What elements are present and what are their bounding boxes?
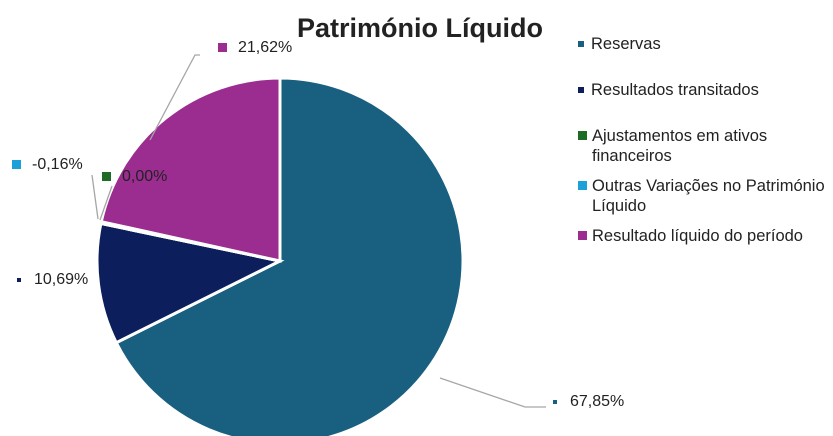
legend-item: Resultados transitados [578,80,828,100]
legend-label: Ajustamentos em ativos financeiros [592,127,768,165]
legend-label: Resultado líquido do período [592,227,803,245]
legend-item: Outras Variações no Património Líquido [578,176,828,216]
data-label: -0,16% [32,156,83,173]
leader-line [439,377,546,408]
legend-item: Resultado líquido do período [578,226,828,246]
label-marker [12,160,21,169]
label-marker [102,172,111,181]
legend-label: Resultados transitados [591,81,759,99]
data-label: 67,85% [570,393,624,410]
pie [95,76,465,436]
legend-swatch [578,87,584,93]
label-marker [553,400,557,404]
legend-item: Ajustamentos em ativos financeiros [578,126,828,166]
label-marker [218,43,227,52]
data-label: 10,69% [34,271,88,288]
legend-swatch [578,41,584,47]
leader-line [91,174,99,220]
leader-line [99,185,113,221]
legend-item: Reservas [578,34,828,54]
data-label: 21,62% [238,39,292,56]
legend-label: Reservas [591,35,661,53]
label-marker [17,278,21,282]
leader-line [149,54,200,141]
data-labels: 67,85% 10,69% 0,00% -0,16% 21,62% [12,39,624,410]
legend-label: Outras Variações no Património Líquido [592,177,825,215]
pie-slice [114,76,465,436]
legend-swatch [578,231,587,240]
data-label: 0,00% [122,168,167,185]
pie-slice [95,221,285,345]
legend-swatch [578,131,587,140]
chart-title: Património Líquido [297,13,543,43]
legend-swatch [578,181,587,190]
